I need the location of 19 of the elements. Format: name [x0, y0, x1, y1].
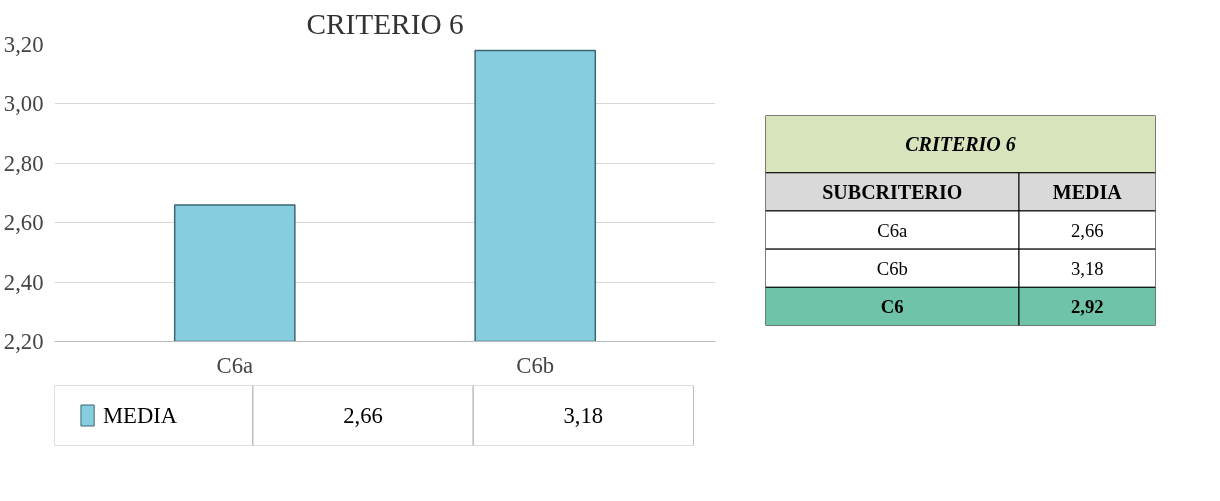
data-label: 3,18	[563, 403, 604, 428]
category-label: C6a	[877, 219, 908, 241]
category-label: C6	[880, 295, 904, 317]
y-tick-label: 2,60	[3, 210, 44, 236]
y-tick-label: 2,20	[3, 329, 44, 354]
y-tick-label: 3,20	[3, 32, 44, 57]
text: 3,18	[1070, 257, 1104, 279]
y-tick-label: 2,40	[3, 269, 44, 295]
legend-label: MEDIA	[102, 403, 178, 428]
text: 2,66	[1070, 219, 1104, 241]
text: MEDIA	[1052, 180, 1123, 203]
y-tick-label: 2,80	[3, 150, 44, 176]
text: SUBCRITERIO	[822, 180, 963, 203]
data-label: 2,66	[343, 403, 383, 428]
chart-title: CRITERIO 6	[306, 7, 464, 40]
text: 2,92	[1070, 295, 1104, 317]
y-tick-label: 3,00	[3, 91, 44, 117]
category-label: C6b	[876, 257, 908, 279]
text: CRITERIO 6	[905, 133, 1016, 156]
